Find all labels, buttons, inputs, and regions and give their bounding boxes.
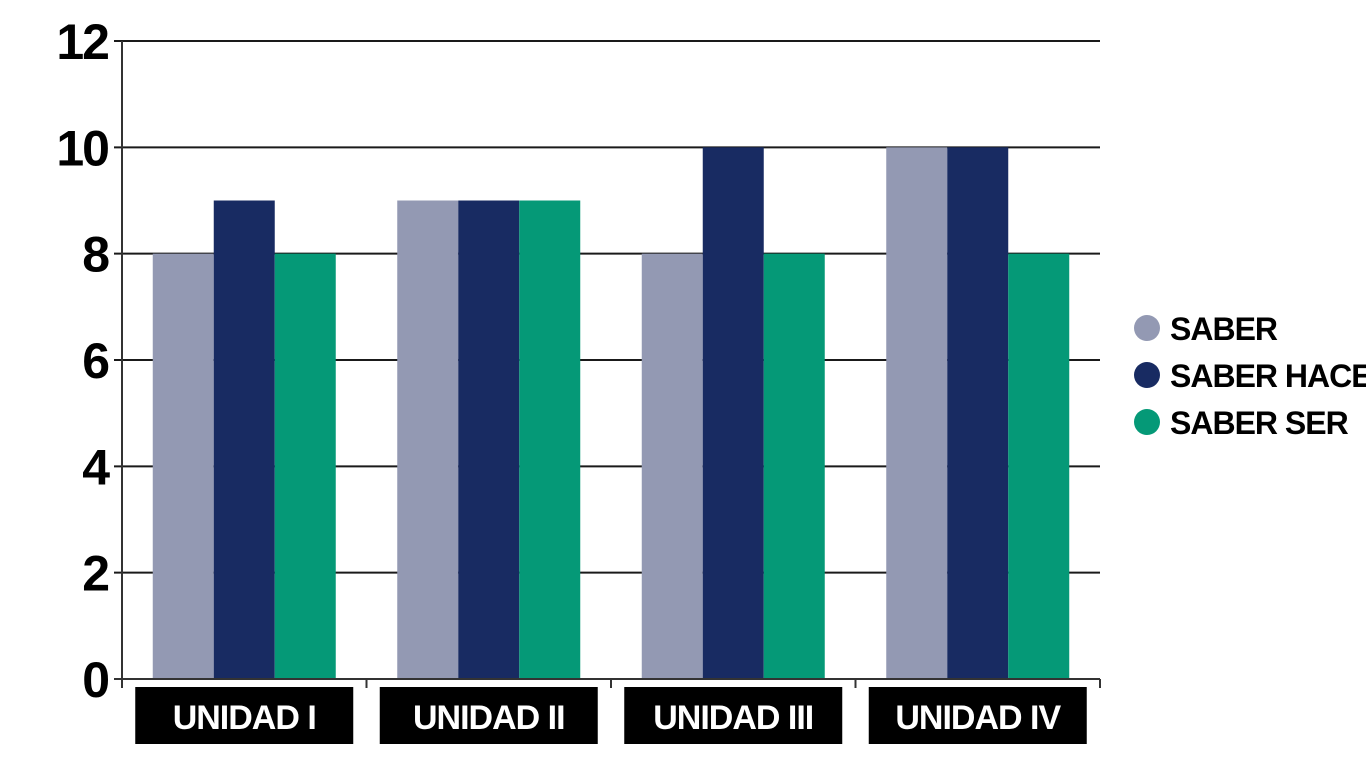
y-axis-tick-labels: 0 2 4 6 8 10 12 [56, 14, 112, 708]
bar-saber-hacer-2 [458, 200, 520, 679]
legend-label: SABER SER [1170, 405, 1349, 441]
bar-saber-ser-2 [519, 200, 581, 679]
y-tick-label: 10 [56, 120, 108, 176]
y-tick-label: 8 [82, 227, 109, 283]
category-label-box [868, 687, 1087, 744]
bar-saber-2 [397, 200, 459, 679]
y-tick-label: 2 [82, 546, 108, 602]
bar-saber-4 [886, 147, 948, 680]
bars-layer [152, 147, 1070, 680]
legend-swatch [1134, 315, 1160, 341]
bar-saber-hacer-1 [213, 200, 275, 679]
category-label-box [379, 687, 598, 744]
axis-layer [114, 41, 1101, 688]
legend-label: SABER [1170, 311, 1278, 347]
category-label-box [624, 687, 843, 744]
y-tick-label: 4 [82, 439, 110, 495]
y-tick-label: 0 [82, 652, 108, 708]
category-label: UNIDAD III [653, 699, 813, 737]
legend-swatch [1134, 362, 1160, 388]
bar-saber-hacer-4 [947, 147, 1009, 680]
bar-saber-hacer-3 [702, 147, 764, 680]
bar-saber-ser-4 [1008, 253, 1070, 679]
legend: SABER SABER HACER SABER SER [1134, 311, 1366, 441]
category-label-box [135, 687, 354, 744]
x-axis-category-labels: UNIDAD I UNIDAD II UNIDAD III UNIDAD IV [135, 687, 1087, 744]
bar-saber-3 [641, 253, 703, 679]
category-label: UNIDAD II [413, 699, 565, 737]
legend-swatch [1134, 409, 1160, 435]
category-label: UNIDAD IV [895, 699, 1061, 737]
bar-saber-ser-1 [274, 253, 336, 679]
legend-label: SABER HACER [1170, 358, 1366, 394]
y-tick-label: 6 [82, 333, 108, 389]
category-label: UNIDAD I [173, 699, 316, 737]
bar-saber-1 [152, 253, 214, 679]
y-tick-label: 12 [56, 14, 108, 70]
bar-saber-ser-3 [763, 253, 825, 679]
